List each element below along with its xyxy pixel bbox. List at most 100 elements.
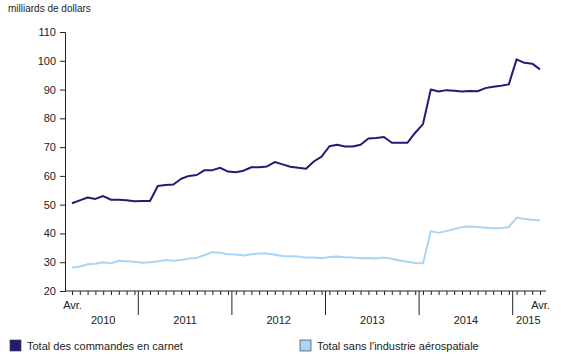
x-tick (361, 291, 362, 295)
x-tick-mark (532, 291, 533, 295)
x-tick-mark (127, 291, 128, 295)
x-tick-mark (392, 291, 393, 295)
y-tick-label: 40 (44, 227, 56, 239)
x-tick (244, 291, 245, 295)
x-tick (220, 291, 221, 295)
x-tick-mark (80, 291, 81, 295)
x-tick (166, 291, 167, 295)
x-tick (470, 291, 471, 295)
y-axis: 2030405060708090100110 (38, 26, 66, 297)
x-tick-mark (493, 291, 494, 295)
x-tick (501, 291, 502, 295)
x-tick (236, 291, 237, 295)
y-tick-label: 30 (44, 256, 56, 268)
x-tick (376, 291, 377, 295)
x-tick-mark (119, 291, 120, 295)
y-tick-label: 80 (44, 112, 56, 124)
x-tick-mark (134, 291, 135, 295)
y-tick: 90 (44, 84, 65, 96)
x-tick (205, 291, 206, 295)
x-tick (392, 291, 393, 295)
y-tick: 70 (44, 141, 65, 153)
x-tick (345, 291, 346, 295)
x-tick (142, 291, 143, 295)
x-tick-mark (259, 291, 260, 295)
x-tick (290, 291, 291, 295)
y-tick-mark (60, 147, 65, 148)
x-tick (314, 291, 315, 295)
x-tick-mark (314, 291, 315, 295)
y-tick-mark (60, 262, 65, 263)
y-tick-label: 100 (38, 55, 56, 67)
x-tick-mark (251, 291, 252, 295)
y-tick-mark (60, 61, 65, 62)
y-tick: 40 (44, 227, 65, 239)
series-line (72, 218, 540, 268)
x-tick-mark (540, 291, 541, 295)
x-tick (509, 291, 510, 295)
x-tick (181, 291, 182, 295)
y-tick-label: 90 (44, 84, 56, 96)
x-tick-mark (524, 291, 525, 295)
y-tick-label: 50 (44, 199, 56, 211)
legend-swatch (300, 340, 311, 351)
x-tick-mark (166, 291, 167, 295)
x-tick-mark (509, 291, 510, 295)
x-tick-mark (212, 291, 213, 295)
x-tick (119, 291, 120, 295)
y-tick: 20 (44, 285, 65, 297)
x-tick-mark (158, 291, 159, 295)
y-tick-mark (60, 176, 65, 177)
x-tick (173, 291, 174, 295)
x-tick (103, 291, 104, 295)
x-year-label: 2012 (266, 314, 290, 326)
x-tick-mark (220, 291, 221, 295)
x-tick (111, 291, 112, 295)
x-tick-mark (244, 291, 245, 295)
series-line (72, 59, 540, 203)
x-tick (259, 291, 260, 295)
x-year-label: 2013 (360, 314, 384, 326)
x-tick-mark (298, 291, 299, 295)
x-year-label: 2014 (454, 314, 478, 326)
x-tick (267, 291, 268, 295)
plot-area (72, 59, 540, 267)
y-tick-mark (60, 205, 65, 206)
y-tick: 100 (38, 55, 65, 67)
x-tick-mark (368, 291, 369, 295)
y-axis-title: milliards de dollars (8, 3, 91, 14)
x-tick-mark (337, 291, 338, 295)
x-tick (329, 291, 330, 295)
x-tick-mark (478, 291, 479, 295)
x-tick (95, 291, 96, 295)
x-tick (439, 291, 440, 295)
y-tick-mark (60, 233, 65, 234)
x-tick-mark (205, 291, 206, 295)
y-tick-mark (60, 291, 65, 292)
x-tick-mark (501, 291, 502, 295)
x-tick (462, 291, 463, 295)
x-tick-mark (228, 291, 229, 295)
x-tick (134, 291, 135, 295)
x-tick-mark (236, 291, 237, 295)
x-tick: Avr. (63, 291, 82, 311)
y-tick-mark (60, 32, 65, 33)
x-tick-mark (376, 291, 377, 295)
x-tick (517, 291, 518, 295)
x-tick-mark (470, 291, 471, 295)
x-tick-mark (384, 291, 385, 295)
x-year-label: 2015 (516, 314, 540, 326)
legend-label: Total sans l'industrie aérospatiale (317, 340, 479, 352)
x-tick: Avr. (531, 291, 550, 311)
x-tick (283, 291, 284, 295)
x-tick (384, 291, 385, 295)
x-tick (189, 291, 190, 295)
x-tick-mark (361, 291, 362, 295)
x-axis-line (65, 291, 546, 292)
y-tick: 30 (44, 256, 65, 268)
x-tick (353, 291, 354, 295)
x-tick-label: Avr. (531, 299, 550, 311)
x-year-label: 2010 (91, 314, 115, 326)
x-tick (158, 291, 159, 295)
x-tick (337, 291, 338, 295)
